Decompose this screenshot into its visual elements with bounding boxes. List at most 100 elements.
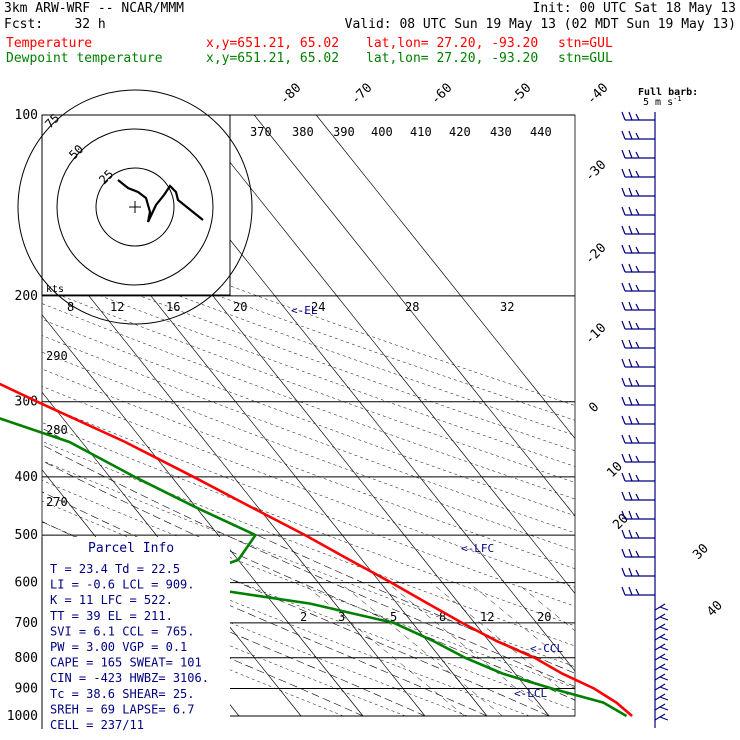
isotherm-label-top: -70 — [348, 81, 375, 108]
dry-adiabat — [42, 441, 575, 647]
isotherm-line — [253, 115, 575, 517]
theta-label: 390 — [333, 125, 355, 139]
wind-barb — [621, 472, 655, 482]
pressure-label-200: 200 — [15, 289, 38, 304]
mixing-ratio-label: 8 — [439, 610, 446, 624]
temperature-trace — [0, 382, 633, 717]
pressure-label-1000: 1000 — [7, 709, 38, 724]
wind-barb-column — [621, 111, 669, 728]
wind-barb — [621, 149, 655, 159]
wind-barb — [654, 603, 669, 611]
isotherm-label-top: -40 — [584, 81, 611, 108]
parcel-info-row: CELL = 237/11 — [50, 718, 144, 732]
isotherm-label-right: -10 — [582, 321, 609, 348]
theta-label: 400 — [371, 125, 393, 139]
isotherm-label-right: -30 — [582, 158, 609, 185]
wind-barb — [654, 673, 669, 681]
dry-adiabat — [42, 287, 575, 483]
theta-label: 440 — [530, 125, 552, 139]
forecast-hour: Fcst: 32 h — [4, 17, 106, 32]
isotherm-label-right: 30 — [690, 541, 712, 563]
dry-adiabat — [42, 229, 575, 421]
theta-label: 380 — [292, 125, 314, 139]
wind-barb — [654, 633, 669, 641]
wind-barb — [621, 529, 655, 539]
parcel-info-row: Tc = 38.6 SHEAR= 25. — [50, 687, 195, 701]
parcel-info-box: Parcel Info T = 23.4 Td = 22.5 LI = -0.6 … — [41, 537, 230, 732]
init-time: Init: 00 UTC Sat 18 May 13 — [532, 1, 737, 16]
wind-barb — [654, 653, 669, 661]
wind-scale-label: 28 — [405, 300, 419, 314]
latlon-dew: lat,lon= 27.20, -93.20 — [366, 51, 539, 66]
model-title: 3km ARW-WRF -- NCAR/MMM — [4, 1, 185, 16]
wind-scale-label: 16 — [166, 300, 180, 314]
parcel-info-row: SREH = 69 LAPSE= 6.7 — [50, 702, 195, 716]
dry-adiabat — [42, 368, 575, 570]
dry-adiabat — [42, 243, 575, 436]
wind-barb — [621, 301, 655, 311]
isotherm-label-top: -60 — [428, 81, 455, 108]
wind-barb — [654, 623, 669, 631]
wind-barb — [621, 491, 655, 501]
dry-adiabat — [42, 566, 406, 717]
parcel-info-row: TT = 39 EL = 211. — [50, 609, 173, 623]
theta-label: 420 — [449, 125, 471, 139]
pressure-label-400: 400 — [15, 470, 38, 485]
wind-barb — [654, 703, 669, 711]
parcel-info-title: Parcel Info — [88, 541, 174, 556]
parcel-info-row: LI = -0.6 LCL = 909. — [50, 578, 195, 592]
wind-barb — [621, 111, 655, 121]
wind-barb — [654, 693, 669, 701]
wind-scale-label: 12 — [110, 300, 124, 314]
parcel-info-row: PW = 3.00 VGP = 0.1 — [50, 640, 187, 654]
barb-legend-unit: 5 m s-1 — [643, 95, 682, 108]
barb-legend-title: Full barb: — [638, 87, 698, 98]
wind-barb — [654, 613, 669, 621]
wind-barb — [621, 415, 655, 425]
dry-adiabat — [42, 319, 575, 517]
wind-barb — [621, 434, 655, 444]
el-marker: <-EL — [291, 304, 318, 317]
xy-coords-temp: x,y=651.21, 65.02 — [206, 36, 340, 51]
mixing-ratio-line — [302, 582, 465, 717]
wind-barb — [621, 320, 655, 330]
wind-scale-label: 20 — [233, 300, 247, 314]
side-theta-label: 290 — [46, 349, 68, 363]
hodo-units: kts — [46, 284, 64, 295]
parcel-info-row: CAPE = 165 SWEAT= 101 — [50, 656, 202, 670]
lfc-marker: <-LFC — [461, 542, 494, 555]
mixing-ratio-label: 5 — [390, 610, 397, 624]
wind-barb — [621, 130, 655, 140]
parcel-info-row: K = 11 LFC = 522. — [50, 593, 173, 607]
isotherm-label-right: -20 — [582, 241, 609, 268]
side-theta-label: 280 — [46, 423, 68, 437]
theta-label: 370 — [250, 125, 272, 139]
dry-adiabat — [42, 303, 575, 500]
wind-barb — [621, 377, 655, 387]
xy-coords-dew: x,y=651.21, 65.02 — [206, 51, 340, 66]
wind-scale-label: 8 — [67, 300, 74, 314]
wind-barb — [621, 453, 655, 463]
hodograph-inset: 75 50 25 kts — [17, 89, 253, 325]
dewpoint-trace — [0, 417, 628, 718]
wind-barb — [654, 713, 669, 721]
theta-label: 410 — [410, 125, 432, 139]
pressure-label-100: 100 — [15, 108, 38, 123]
wind-barb — [621, 396, 655, 406]
isotherm-label-top: -50 — [507, 81, 534, 108]
parcel-info-row: T = 23.4 Td = 22.5 — [50, 562, 180, 576]
wind-barb — [621, 510, 655, 520]
isotherm-label-right: 40 — [704, 598, 726, 620]
wind-barb — [621, 206, 655, 216]
wind-barb — [621, 263, 655, 273]
valid-time: Valid: 08 UTC Sun 19 May 13 (02 MDT Sun … — [344, 17, 736, 32]
ccl-marker: <-CCL — [530, 642, 563, 655]
wind-scale-label: 24 — [311, 300, 325, 314]
wind-barb — [621, 225, 655, 235]
isotherm-line — [315, 115, 575, 440]
lcl-marker: <-LCL — [514, 687, 547, 700]
wind-barb — [654, 683, 669, 691]
mixing-ratio-label: 20 — [537, 610, 551, 624]
isotherm-line — [42, 236, 426, 717]
wind-barb — [621, 244, 655, 254]
